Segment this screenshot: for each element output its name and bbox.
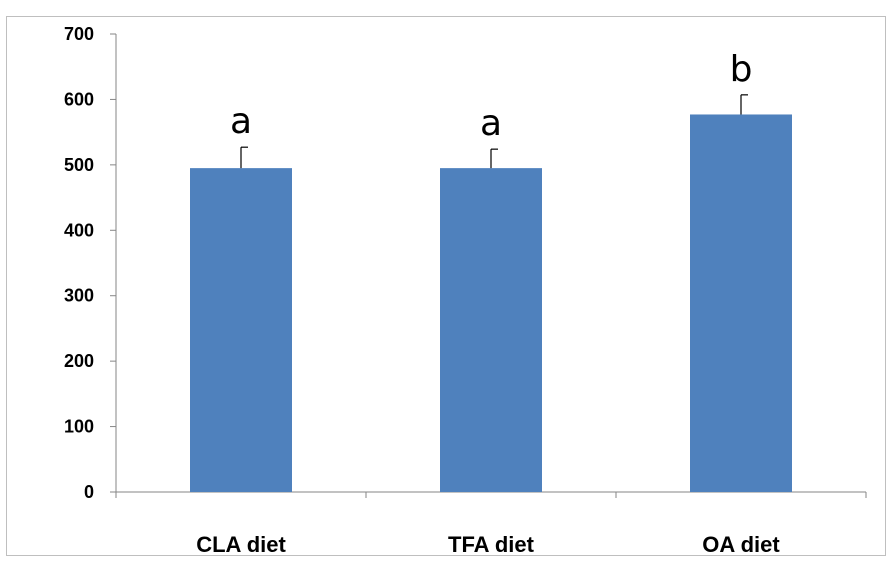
x-axis: [115, 491, 867, 498]
significance-label: a: [480, 103, 502, 144]
significance-labels: a a b: [230, 49, 752, 144]
error-bars: [240, 94, 748, 169]
category-label: OA diet: [702, 532, 780, 557]
bar: [440, 168, 542, 492]
y-tick-label: 300: [64, 286, 94, 306]
y-tick-label: 400: [64, 220, 94, 240]
y-tick-label: 700: [64, 24, 94, 44]
y-tick-label: 500: [64, 155, 94, 175]
category-labels: CLA diet TFA diet OA diet: [196, 532, 780, 557]
bar: [190, 168, 292, 492]
y-tick-label: 0: [84, 482, 94, 502]
y-tick-label: 200: [64, 351, 94, 371]
category-label: TFA diet: [448, 532, 535, 557]
y-tick-label: 600: [64, 89, 94, 109]
category-label: CLA diet: [196, 532, 286, 557]
bar: [690, 114, 792, 492]
bars: [190, 114, 792, 492]
significance-label: a: [230, 101, 252, 142]
y-axis: 0 100 200 300 400 500 600 700: [64, 24, 117, 502]
significance-label: b: [730, 49, 753, 90]
y-tick-label: 100: [64, 417, 94, 437]
